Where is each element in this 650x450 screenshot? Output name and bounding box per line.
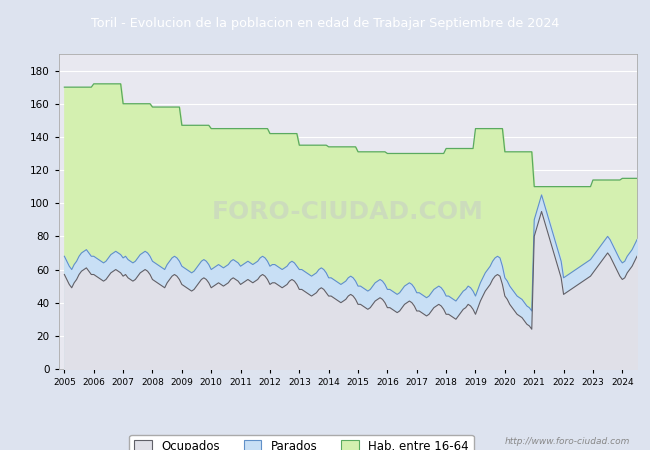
Text: http://www.foro-ciudad.com: http://www.foro-ciudad.com <box>505 436 630 446</box>
Legend: Ocupados, Parados, Hab. entre 16-64: Ocupados, Parados, Hab. entre 16-64 <box>129 435 474 450</box>
Text: Toril - Evolucion de la poblacion en edad de Trabajar Septiembre de 2024: Toril - Evolucion de la poblacion en eda… <box>91 17 559 30</box>
Text: FORO-CIUDAD.COM: FORO-CIUDAD.COM <box>212 199 484 224</box>
